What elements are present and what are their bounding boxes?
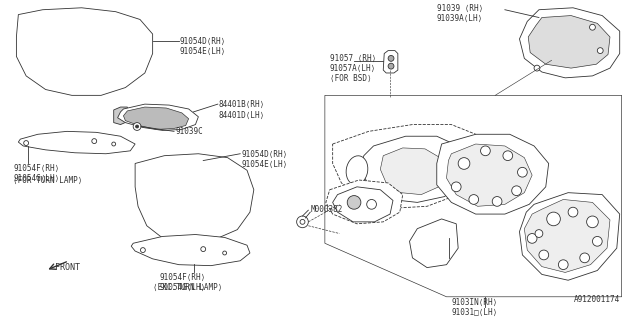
Text: 91039 ⟨RH⟩
91039A⟨LH⟩: 91039 ⟨RH⟩ 91039A⟨LH⟩ — [436, 4, 483, 23]
Circle shape — [133, 123, 141, 130]
Polygon shape — [326, 180, 403, 224]
Polygon shape — [524, 199, 610, 272]
Text: 91054D⟨RH⟩
91054E⟨LH⟩: 91054D⟨RH⟩ 91054E⟨LH⟩ — [180, 37, 226, 56]
Text: 91057 ⟨RH⟩
91057A⟨LH⟩
⟨FOR BSD⟩: 91057 ⟨RH⟩ 91057A⟨LH⟩ ⟨FOR BSD⟩ — [330, 53, 376, 83]
Circle shape — [518, 167, 527, 177]
Circle shape — [593, 236, 602, 246]
Text: M000382: M000382 — [310, 205, 342, 214]
Polygon shape — [410, 219, 458, 268]
Circle shape — [568, 207, 578, 217]
Polygon shape — [520, 193, 620, 280]
Polygon shape — [131, 235, 250, 266]
Circle shape — [481, 146, 490, 156]
Circle shape — [580, 253, 589, 263]
Text: 9103IN⟨RH⟩
91031□⟨LH⟩: 9103IN⟨RH⟩ 91031□⟨LH⟩ — [451, 298, 498, 317]
Circle shape — [388, 63, 394, 69]
Circle shape — [458, 158, 470, 169]
Circle shape — [445, 229, 454, 238]
Text: 91054F⟨RH⟩
91054G⟨LH⟩: 91054F⟨RH⟩ 91054G⟨LH⟩ — [13, 164, 60, 183]
Polygon shape — [325, 95, 621, 297]
Circle shape — [136, 125, 138, 128]
Polygon shape — [447, 144, 532, 206]
Polygon shape — [380, 148, 447, 195]
Polygon shape — [135, 154, 254, 243]
Polygon shape — [118, 104, 198, 130]
Circle shape — [512, 186, 522, 196]
Polygon shape — [333, 187, 393, 222]
Circle shape — [223, 251, 227, 255]
Circle shape — [589, 24, 595, 30]
Circle shape — [469, 195, 479, 204]
Text: 91054D⟨RH⟩
91054E⟨LH⟩: 91054D⟨RH⟩ 91054E⟨LH⟩ — [241, 150, 287, 169]
Circle shape — [503, 151, 513, 161]
Text: 84401B⟨RH⟩
84401D⟨LH⟩: 84401B⟨RH⟩ 84401D⟨LH⟩ — [219, 100, 265, 120]
Polygon shape — [528, 16, 610, 68]
Text: 91039C: 91039C — [175, 127, 203, 136]
Polygon shape — [436, 134, 548, 214]
Polygon shape — [17, 8, 152, 95]
Polygon shape — [520, 8, 620, 78]
Polygon shape — [361, 136, 468, 202]
Circle shape — [300, 220, 305, 224]
Circle shape — [367, 199, 376, 209]
Circle shape — [547, 212, 561, 226]
Circle shape — [539, 250, 548, 260]
Polygon shape — [383, 51, 398, 73]
Polygon shape — [124, 107, 189, 129]
Circle shape — [492, 196, 502, 206]
Text: 91054F⟨RH⟩
91054G⟨LH⟩: 91054F⟨RH⟩ 91054G⟨LH⟩ — [159, 272, 205, 292]
Circle shape — [92, 139, 97, 144]
Circle shape — [388, 55, 394, 61]
Circle shape — [451, 182, 461, 192]
Text: FRONT: FRONT — [55, 263, 81, 272]
Text: ⟨FOR TURN LAMP⟩: ⟨FOR TURN LAMP⟩ — [13, 176, 83, 185]
Ellipse shape — [346, 156, 368, 185]
Circle shape — [297, 216, 308, 228]
Circle shape — [201, 247, 205, 252]
Circle shape — [527, 234, 537, 243]
Circle shape — [587, 216, 598, 228]
Circle shape — [348, 196, 361, 209]
Circle shape — [534, 65, 540, 71]
Circle shape — [559, 260, 568, 269]
Polygon shape — [333, 124, 485, 208]
Circle shape — [447, 232, 451, 236]
Polygon shape — [114, 107, 127, 124]
Text: ⟨EXC.TURN LAMP⟩: ⟨EXC.TURN LAMP⟩ — [152, 283, 222, 292]
Circle shape — [597, 48, 603, 53]
Circle shape — [535, 230, 543, 237]
Circle shape — [140, 248, 145, 252]
Text: A912001174: A912001174 — [573, 295, 620, 304]
Circle shape — [24, 140, 29, 146]
Polygon shape — [19, 132, 135, 154]
Circle shape — [112, 142, 116, 146]
